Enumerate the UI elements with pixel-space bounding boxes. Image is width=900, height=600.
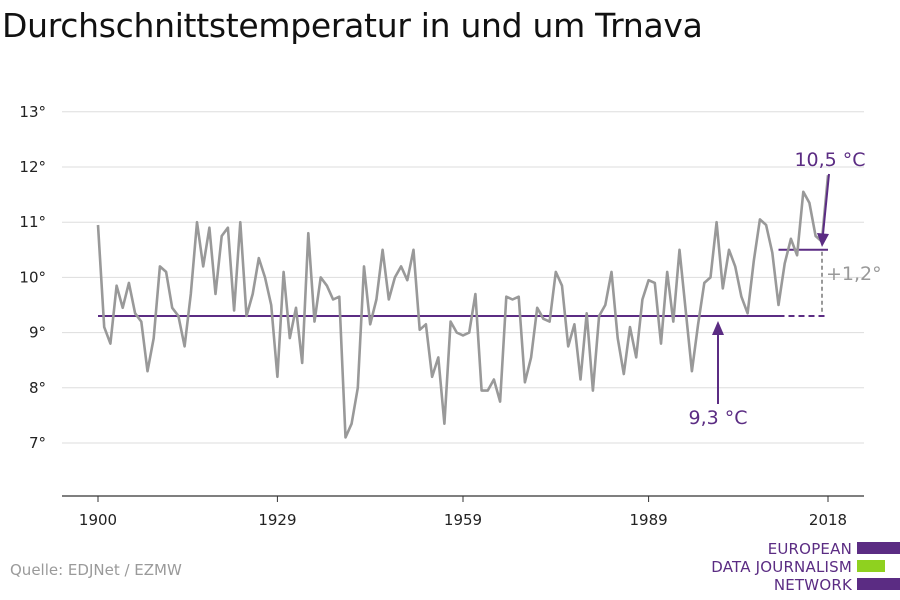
x-axis-ticks: 1900 1929 1959 1989 2018 <box>79 496 847 529</box>
y-tick-label: 13° <box>19 103 46 121</box>
y-tick-label: 8° <box>29 379 46 397</box>
y-axis-tick-labels: 7° 8° 9° 10° 11° 12° 13° <box>19 103 46 452</box>
page-title: Durchschnittstemperatur in und um Trnava <box>2 6 703 45</box>
y-tick-label: 9° <box>29 324 46 342</box>
annotation-difference: +1,2° <box>826 263 882 285</box>
reference-lines <box>98 248 828 318</box>
x-tick-label: 2018 <box>809 511 847 529</box>
y-tick-label: 12° <box>19 158 46 176</box>
source-note: Quelle: EDJNet / EZMW <box>10 561 182 579</box>
logo-bar-purple-bottom <box>857 578 900 590</box>
edjnet-logo: EUROPEAN DATA JOURNALISM NETWORK <box>700 539 900 595</box>
logo-line-3: NETWORK <box>773 576 852 594</box>
series-layer <box>96 175 830 439</box>
y-tick-label: 7° <box>29 434 46 452</box>
annotations: 10,5 °C 9,3 °C +1,2° <box>688 149 881 429</box>
logo-bar-green <box>857 560 885 572</box>
annotation-arrowhead-reference <box>712 321 724 335</box>
annotation-recent-value: 10,5 °C <box>794 149 865 171</box>
y-tick-label: 11° <box>19 213 46 231</box>
x-tick-label: 1900 <box>79 511 117 529</box>
logo-bar-purple-top <box>857 542 900 554</box>
temperature-series-line <box>96 175 830 439</box>
y-tick-label: 10° <box>19 268 46 286</box>
annotation-arrow-recent <box>822 173 830 235</box>
annotation-arrowhead-recent <box>817 233 829 247</box>
annotation-reference-value: 9,3 °C <box>688 407 747 429</box>
x-tick-label: 1959 <box>444 511 482 529</box>
logo-line-2: DATA JOURNALISM <box>711 558 852 576</box>
x-tick-label: 1929 <box>258 511 296 529</box>
x-tick-label: 1989 <box>629 511 667 529</box>
logo-line-1: EUROPEAN <box>767 540 852 558</box>
grid-lines <box>62 111 864 444</box>
